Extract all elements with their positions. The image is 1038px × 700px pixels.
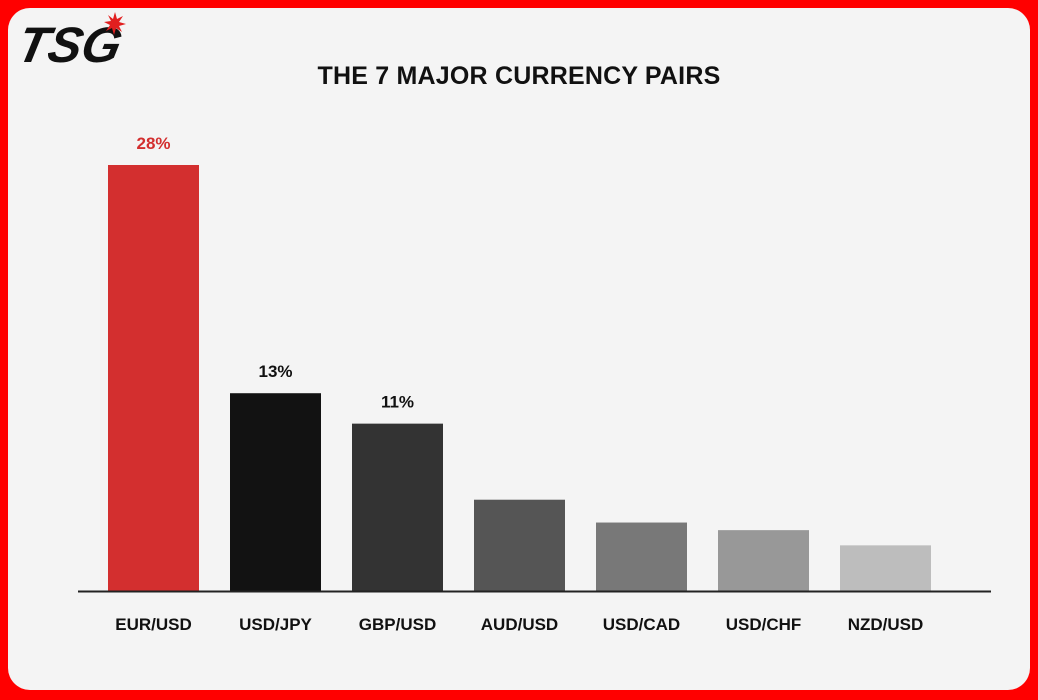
x-tick-label: USD/CHF [726,615,802,634]
bar-aud-usd [474,499,565,591]
data-label: 28% [136,134,170,153]
x-tick-label: GBP/USD [359,615,436,634]
x-tick-label: EUR/USD [115,615,192,634]
data-label: 13% [258,362,292,381]
x-tick-label: USD/CAD [603,615,680,634]
x-tick-label: AUD/USD [481,615,558,634]
bar-usd-cad [596,522,687,591]
bar-eur-usd [108,165,199,591]
bar-usd-chf [718,530,809,591]
bar-usd-jpy [230,393,321,591]
tsg-logo: TSG [22,12,127,70]
x-tick-label: USD/JPY [239,615,312,634]
chart-title: THE 7 MAJOR CURRENCY PAIRS [317,62,721,90]
data-label: 11% [381,393,414,412]
spark-icon [104,12,126,35]
bar-nzd-usd [840,545,931,591]
x-tick-label: NZD/USD [848,615,924,634]
bar-gbp-usd [352,423,443,591]
